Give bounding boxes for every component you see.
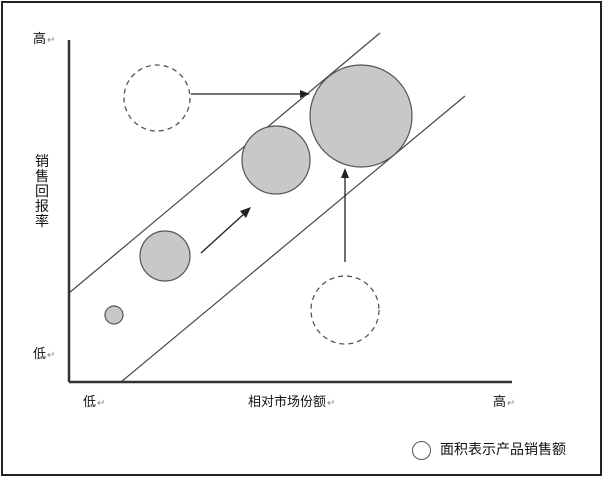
- y-axis-high-label: 高↵: [33, 32, 56, 47]
- arrow-horizontal: [191, 90, 310, 98]
- bubble-medium-large: [241, 125, 311, 195]
- bubble-small: [104, 305, 124, 325]
- bubble-large: [309, 64, 413, 168]
- arrow-vertical: [341, 168, 349, 262]
- dashed-circle-bottom-right: [310, 275, 380, 345]
- y-axis-low-label: 低↵: [33, 347, 56, 362]
- legend-text: 面积表示产品销售额: [440, 442, 566, 458]
- dashed-circle-top-left: [123, 64, 191, 132]
- x-axis-title: 相对市场份额↵: [248, 395, 336, 410]
- band-upper-line: [68, 32, 381, 294]
- y-axis-title: 销售回报率: [35, 154, 49, 230]
- x-axis-high-label: 高↵: [493, 395, 516, 410]
- arrow-diagonal: [200, 207, 251, 254]
- band-lower-line: [120, 95, 466, 383]
- x-axis-low-label: 低↵: [83, 395, 106, 410]
- legend-circle-icon: [412, 441, 431, 460]
- bubble-medium-small: [139, 230, 191, 282]
